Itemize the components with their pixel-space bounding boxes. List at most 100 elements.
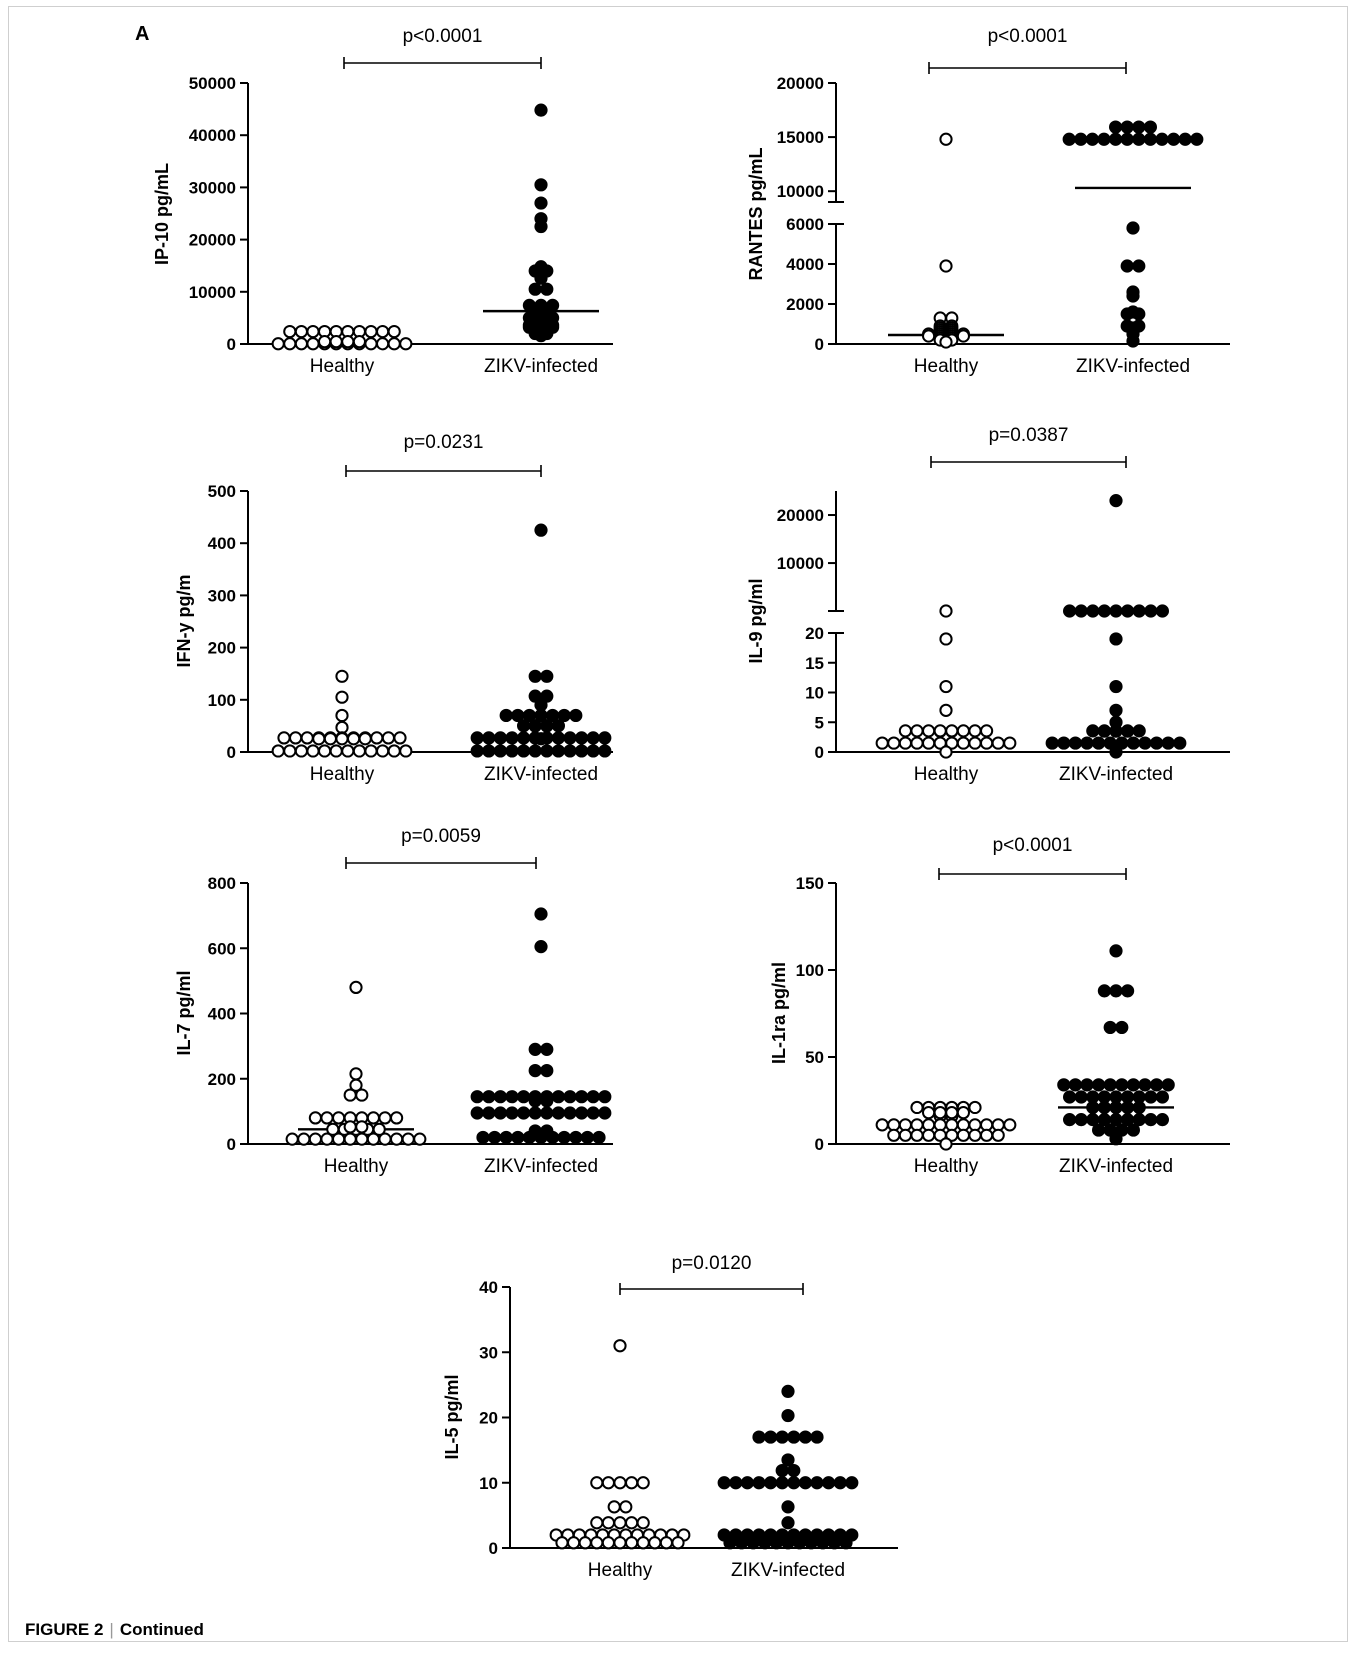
y-tick-label: 4000 (786, 255, 824, 274)
healthy-data-point (968, 724, 982, 738)
zikv-data-point (1132, 1100, 1146, 1115)
y-tick-label: 100 (796, 961, 824, 980)
healthy-data-point (355, 1132, 369, 1146)
x-category-label: ZIKV-infected (1076, 356, 1190, 377)
healthy-data-point (922, 1106, 936, 1120)
zikv-data-point (528, 719, 542, 733)
y-tick-label: 5 (815, 713, 824, 732)
healthy-data-point (922, 329, 936, 343)
y-tick-label: 20 (479, 1409, 498, 1428)
zikv-data-point (540, 1106, 554, 1120)
y-tick-label: 0 (815, 335, 824, 354)
pvalue-label: p=0.0059 (401, 826, 481, 847)
healthy-data-point (399, 744, 413, 758)
zikv-data-point (1155, 1090, 1170, 1104)
healthy-data-point (364, 337, 378, 351)
zikv-data-point (1150, 736, 1164, 750)
healthy-data-point (601, 1536, 616, 1550)
zikv-data-point (781, 1500, 795, 1514)
zikv-data-point (775, 1476, 789, 1490)
zikv-data-point (534, 523, 548, 537)
zikv-data-point (1132, 1113, 1146, 1127)
zikv-data-point (1121, 1113, 1135, 1127)
zikv-data-point (1178, 132, 1192, 146)
healthy-data-point (625, 1476, 639, 1490)
healthy-data-point (636, 1536, 650, 1550)
zikv-data-point (1109, 984, 1123, 998)
zikv-data-point (1086, 1100, 1100, 1115)
zikv-data-point (729, 1476, 743, 1490)
healthy-data-point (335, 690, 349, 704)
caption-separator: | (109, 1620, 114, 1639)
zikv-data-point (540, 669, 554, 683)
zikv-data-point (833, 1476, 847, 1490)
zikv-data-point (493, 1090, 507, 1104)
chart-panel-4: 0 5 10 15 20 10000 20000 IL-9 pg/ml Healthy ZIKV-… (746, 425, 1230, 785)
zikv-data-point (482, 731, 496, 745)
zikv-data-point (758, 1536, 772, 1550)
zikv-data-point (540, 1063, 554, 1078)
y-axis-title: IFN-y pg/m (174, 575, 194, 668)
zikv-data-point (1120, 307, 1134, 321)
y-tick-label: 10000 (189, 283, 236, 302)
healthy-data-point (372, 1122, 386, 1136)
zikv-data-point (563, 1106, 577, 1120)
healthy-data-point (306, 337, 320, 351)
healthy-data-point (613, 1476, 627, 1490)
healthy-data-point (601, 1476, 616, 1490)
zikv-data-point (1103, 1078, 1117, 1092)
zikv-data-point (1143, 132, 1158, 146)
healthy-data-point (933, 724, 947, 738)
zikv-data-point (1057, 1078, 1071, 1092)
healthy-data-point (271, 744, 285, 758)
zikv-data-point (1121, 604, 1135, 618)
pvalue-label: p<0.0001 (988, 26, 1068, 47)
zikv-data-point (793, 1536, 807, 1550)
zikv-data-point (540, 1042, 554, 1056)
healthy-data-point (343, 1088, 357, 1102)
zikv-data-point (1126, 289, 1140, 303)
zikv-data-point (798, 1476, 813, 1490)
y-tick-label: 50000 (189, 74, 236, 93)
x-category-label: Healthy (310, 356, 375, 377)
zikv-data-point (470, 1106, 484, 1120)
healthy-data-point (294, 744, 308, 758)
healthy-data-point (659, 1536, 674, 1550)
y-tick-label: 0 (815, 1135, 824, 1154)
zikv-data-point (551, 1090, 566, 1104)
zikv-data-point (1155, 1113, 1170, 1127)
healthy-data-point (933, 1106, 947, 1120)
healthy-data-point (393, 731, 407, 745)
healthy-data-point (991, 736, 1005, 750)
pvalue-label: p=0.0387 (989, 425, 1069, 446)
zikv-data-point (781, 1536, 795, 1550)
zikv-data-point (551, 719, 566, 733)
healthy-data-point (613, 1536, 627, 1550)
x-category-label: ZIKV-infected (484, 356, 598, 377)
zikv-data-point (1074, 132, 1088, 146)
healthy-data-point (636, 1516, 650, 1530)
zikv-data-point (1109, 632, 1123, 646)
zikv-data-point (1144, 1090, 1158, 1104)
zikv-data-point (540, 719, 554, 733)
zikv-data-point (1063, 1090, 1077, 1104)
healthy-data-point (390, 1111, 404, 1125)
chart-panel-2: 0 2000 4000 6000 10000 15000 20000 RANTES pg/mL… (746, 26, 1230, 377)
healthy-data-point (939, 259, 953, 273)
zikv-data-point (592, 1130, 606, 1145)
healthy-data-point (366, 1111, 380, 1125)
zikv-data-point (528, 282, 542, 296)
zikv-data-point (528, 744, 542, 758)
y-tick-label: 200 (208, 639, 236, 658)
y-axis-title: RANTES pg/mL (746, 147, 766, 280)
zikv-data-point (775, 1463, 789, 1478)
healthy-data-point (364, 324, 378, 339)
healthy-data-point (283, 337, 297, 351)
healthy-data-point (980, 1128, 994, 1142)
zikv-data-point (1109, 745, 1123, 759)
y-tick-label: 300 (208, 586, 236, 605)
zikv-data-point (598, 731, 612, 745)
zikv-data-point (1155, 132, 1169, 146)
zikv-data-point (470, 1090, 484, 1104)
